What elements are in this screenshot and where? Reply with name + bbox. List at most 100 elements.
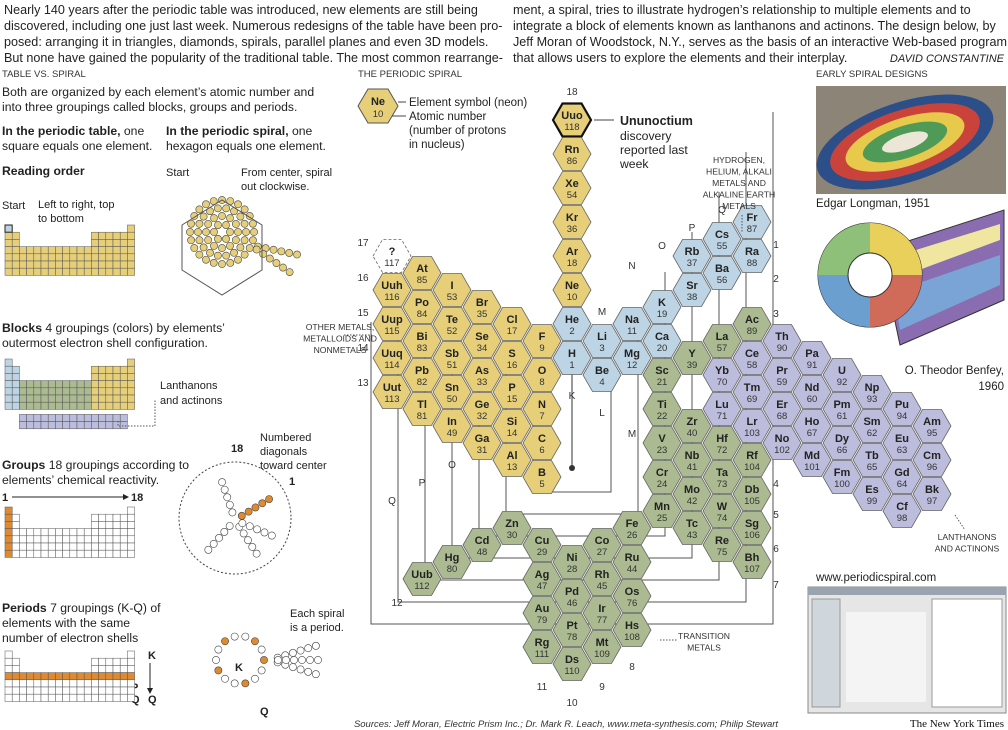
- mini-cell: [195, 250, 204, 259]
- table-cell: [83, 528, 92, 537]
- mini-spiral: [252, 242, 301, 277]
- table-cell: [4, 253, 13, 262]
- atomic-number: 17: [507, 326, 518, 337]
- period-letter: M: [598, 307, 606, 318]
- element-hexagon: [552, 579, 592, 613]
- element-hexagon: [732, 477, 772, 511]
- atomic-number: 59: [777, 377, 788, 388]
- table-cell: [91, 521, 99, 529]
- table-cell: [47, 260, 56, 269]
- table-cell: [19, 542, 27, 551]
- atomic-number: 94: [897, 411, 908, 422]
- atomic-number: 13: [507, 462, 518, 473]
- atomic-number: 11: [627, 326, 637, 337]
- mini-cell: [267, 531, 276, 540]
- table-cell: [91, 380, 99, 389]
- element-symbol: Sm: [863, 416, 880, 428]
- table-cell: [119, 657, 128, 666]
- element-symbol: Ba: [715, 263, 730, 275]
- element-hexagon: [432, 545, 472, 579]
- element-hexagon: [402, 256, 442, 290]
- element-symbol: Ce: [745, 348, 759, 360]
- table-cell: [127, 513, 135, 522]
- mini-cell: [296, 665, 305, 674]
- atomic-number: 32: [477, 411, 488, 422]
- table-cell: [11, 672, 20, 681]
- atomic-number: 118: [564, 122, 579, 133]
- mini-cell: [231, 220, 240, 228]
- note-text: Each spiral: [290, 608, 344, 620]
- table-cell: [4, 513, 13, 522]
- table-cell: [26, 267, 35, 276]
- table-cell: [127, 521, 135, 529]
- table-cell: [19, 693, 27, 702]
- table-cell: [91, 246, 99, 255]
- table-cell: [127, 535, 135, 544]
- mini-cell: [221, 637, 229, 646]
- element-hexagon: [552, 613, 592, 647]
- element-hexagon: [672, 341, 712, 375]
- table-cell: [112, 267, 121, 276]
- element-symbol: Uuq: [381, 348, 402, 360]
- table-cell: [62, 549, 71, 558]
- element-symbol: Ag: [535, 569, 550, 581]
- element-symbol: Yb: [715, 365, 729, 377]
- atomic-number: 21: [657, 377, 668, 388]
- table-cell: [26, 679, 35, 688]
- table-cell: [119, 693, 128, 702]
- atomic-number: 60: [807, 394, 818, 405]
- element-hexagon: [612, 579, 652, 613]
- mini-spiral: [212, 632, 322, 688]
- table-cell: [19, 421, 27, 430]
- mini-cell: [212, 656, 220, 664]
- table-cell: [105, 387, 114, 396]
- atomic-number: 34: [477, 343, 488, 354]
- table-cell: [11, 521, 20, 529]
- note-text: number of electron shells: [2, 631, 138, 645]
- atomic-number: 69: [747, 394, 758, 405]
- table-cell: [127, 650, 135, 659]
- table-cell: [11, 267, 20, 276]
- table-cell: [119, 253, 128, 262]
- atomic-number: 105: [744, 496, 760, 507]
- table-cell: [91, 239, 99, 247]
- subheading: Reading order: [2, 164, 85, 178]
- table-cell: [4, 239, 13, 247]
- key-text: Element symbol (neon): [409, 97, 527, 109]
- table-cell: [62, 394, 71, 403]
- element-symbol: Bi: [417, 331, 428, 343]
- table-cell: [26, 260, 35, 269]
- element-hexagon: [792, 443, 832, 477]
- table-cell: [98, 246, 107, 255]
- mini-cell: [222, 251, 231, 260]
- element-symbol: Ru: [625, 552, 640, 564]
- callout-title: Ununoctium: [620, 114, 693, 128]
- period-letter: N: [628, 261, 635, 272]
- spiral-guide: [181, 199, 263, 296]
- atomic-number: 75: [717, 547, 728, 558]
- table-cell: [62, 246, 71, 255]
- mini-cell: [214, 666, 223, 675]
- atomic-number: 43: [687, 530, 698, 541]
- table-cell: [11, 686, 20, 695]
- element-symbol: Cr: [656, 467, 669, 479]
- table-cell: [11, 239, 20, 247]
- callout-text: week: [619, 157, 649, 171]
- region-label: ALKALINE EARTH: [703, 190, 775, 200]
- group-number: 13: [357, 378, 369, 389]
- element-symbol: Ds: [565, 654, 579, 666]
- atomic-number: 3: [599, 343, 604, 354]
- element: P15: [492, 375, 532, 409]
- element-hexagon: [552, 307, 592, 341]
- element-symbol: Pt: [567, 620, 578, 632]
